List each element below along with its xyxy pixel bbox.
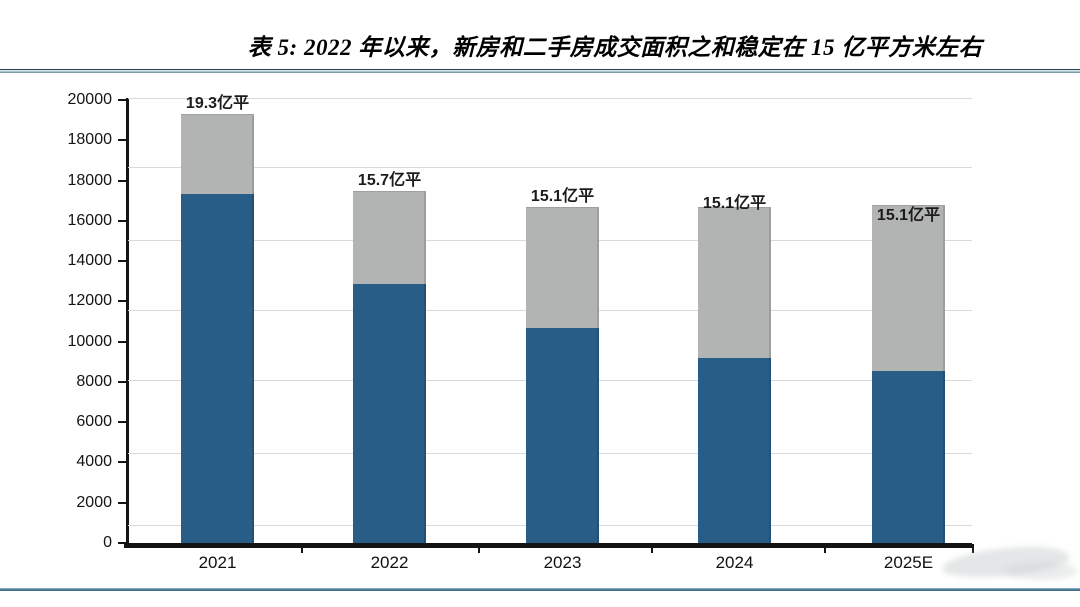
y-axis-tick xyxy=(118,340,127,343)
bar-total-label-2022: 15.7亿平 xyxy=(357,172,422,190)
figure-bottom-border xyxy=(0,588,1080,591)
bar-segment-blue-2021 xyxy=(181,194,254,546)
bar-segment-gray-2025E xyxy=(872,204,945,372)
x-axis-tick xyxy=(972,544,974,553)
y-axis-tick xyxy=(118,139,127,142)
bar-total-label-2021: 19.3亿平 xyxy=(185,94,250,112)
x-axis-tick xyxy=(824,544,826,553)
y-axis-tick-label: 6000 xyxy=(76,413,112,431)
y-axis-tick xyxy=(118,380,127,383)
bar-segment-gray-2024 xyxy=(698,206,771,358)
y-axis-tick-label: 16000 xyxy=(67,211,113,229)
y-axis-tick xyxy=(118,99,127,101)
y-axis-tick-label: 8000 xyxy=(76,372,112,390)
bar-segment-gray-2022 xyxy=(353,191,426,284)
bar-total-label-2023: 15.1亿平 xyxy=(530,187,595,205)
y-axis-tick-label: 18000 xyxy=(67,171,113,189)
chart-title: 表 5: 2022 年以来，新房和二手房成交面积之和稳定在 15 亿平方米左右 xyxy=(247,35,983,60)
bar-segment-gray-2023 xyxy=(526,206,599,328)
x-axis-tick xyxy=(651,544,653,553)
bar-total-label-2024: 15.1亿平 xyxy=(702,194,767,212)
y-axis-tick-label: 12000 xyxy=(67,292,113,310)
plot-area: 20000 18000 18000 16000 14000 12000 10000 8000 6… xyxy=(68,91,974,572)
y-axis-tick-label: 14000 xyxy=(67,252,113,270)
bar-segment-blue-2025E xyxy=(872,371,945,546)
y-axis-tick-label: 2000 xyxy=(76,493,112,511)
y-axis-tick-label: 18000 xyxy=(67,131,113,149)
bar-segment-blue-2023 xyxy=(526,327,599,546)
y-axis-tick xyxy=(118,421,127,424)
y-axis-tick-label: 20000 xyxy=(67,91,113,108)
y-axis-line xyxy=(126,98,129,547)
x-axis-line xyxy=(124,543,972,548)
y-axis-tick xyxy=(118,501,127,504)
title-divider-line xyxy=(0,69,1080,73)
x-axis-category-label-2022: 2022 xyxy=(370,553,409,572)
bar-segment-blue-2024 xyxy=(698,357,771,546)
gridline xyxy=(128,167,972,168)
y-axis-tick xyxy=(118,260,127,263)
y-axis-tick-label: 10000 xyxy=(67,332,113,350)
x-axis-category-label-2021: 2021 xyxy=(198,553,237,572)
bar-total-label-2025E: 15.1亿平 xyxy=(876,206,941,224)
x-axis-category-label-2025E: 2025E xyxy=(883,553,934,572)
gridline xyxy=(128,98,972,99)
bar-segment-blue-2022 xyxy=(353,283,426,546)
watermark-smudge xyxy=(1005,562,1077,580)
y-axis-tick-label: 4000 xyxy=(76,453,112,471)
y-axis-tick xyxy=(118,219,127,222)
x-axis-category-label-2024: 2024 xyxy=(715,553,754,572)
y-axis-tick xyxy=(118,179,127,182)
y-axis-tick-label: 0 xyxy=(103,533,112,551)
x-axis-tick xyxy=(478,544,480,553)
x-axis-category-label-2023: 2023 xyxy=(543,553,582,572)
y-axis-tick xyxy=(118,541,127,544)
y-axis-tick xyxy=(118,300,127,303)
bar-segment-gray-2021 xyxy=(181,113,254,195)
x-axis-tick xyxy=(301,544,303,553)
y-axis-tick xyxy=(118,461,127,464)
